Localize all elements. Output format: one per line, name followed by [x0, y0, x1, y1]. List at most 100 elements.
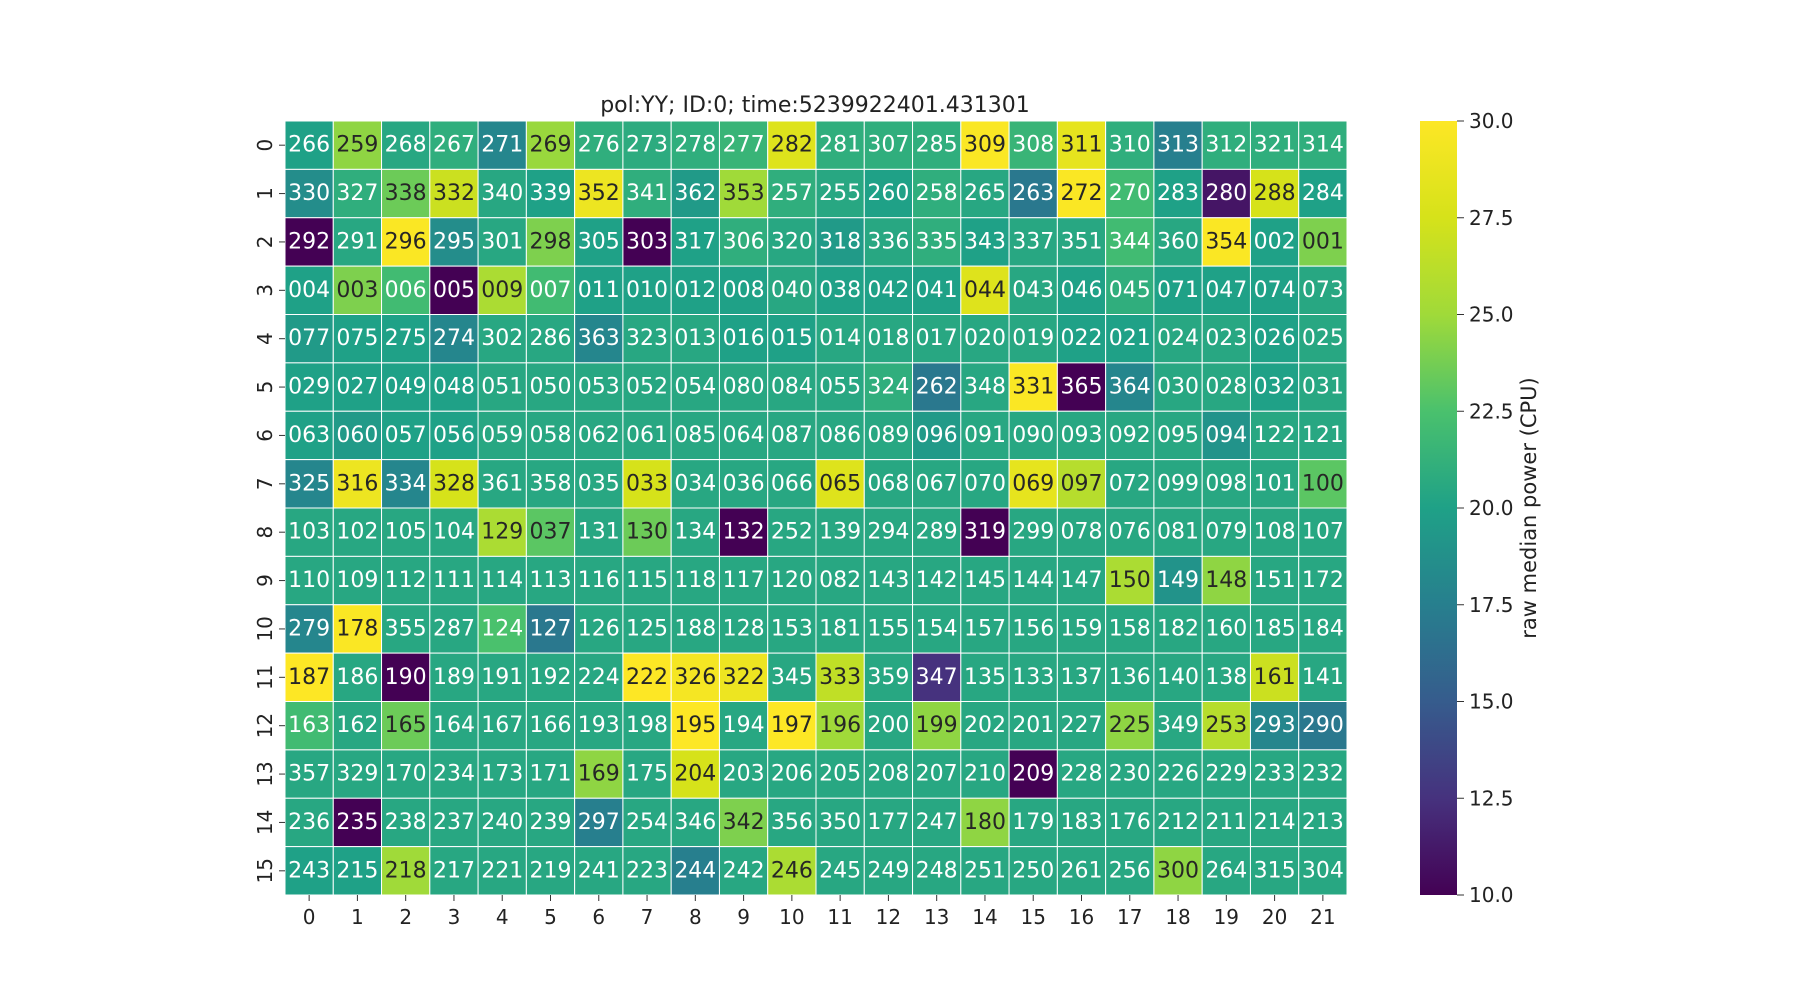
cell-label: 127: [530, 616, 572, 641]
heatmap-cell: [815, 120, 865, 170]
cell-label: 246: [771, 858, 813, 883]
heatmap-cell: [960, 507, 1010, 557]
cell-label: 213: [1302, 810, 1344, 835]
cell-label: 045: [1109, 278, 1151, 303]
cell-label: 017: [916, 326, 958, 351]
cell-label: 024: [1157, 326, 1199, 351]
cell-label: 122: [1254, 423, 1296, 448]
cell-label: 025: [1302, 326, 1344, 351]
cell-label: 176: [1109, 810, 1151, 835]
heatmap-cell: [429, 797, 479, 848]
heatmap-cell: [332, 459, 383, 509]
heatmap-cell: [1105, 362, 1155, 412]
heatmap-cell: [912, 362, 962, 412]
cell-label: 036: [723, 471, 765, 496]
cell-label: 165: [385, 713, 427, 738]
cell-label: 251: [964, 858, 1006, 883]
heatmap-cell: [718, 410, 769, 461]
cell-label: 258: [916, 181, 958, 206]
cell-label: 350: [819, 810, 861, 835]
heatmap-cell: [863, 410, 914, 461]
cell-label: 364: [1109, 375, 1151, 400]
heatmap-cell: [815, 507, 865, 557]
heatmap-cell: [574, 168, 624, 219]
heatmap-cell: [332, 217, 383, 267]
cell-label: 252: [771, 520, 813, 545]
heatmap-cell: [815, 362, 865, 412]
x-tick-label: 4: [496, 905, 509, 929]
heatmap-cell: [718, 652, 769, 702]
heatmap-cell: [332, 604, 383, 654]
x-tick-label: 7: [641, 905, 654, 929]
cell-label: 163: [288, 713, 330, 738]
heatmap-cell: [767, 265, 817, 315]
cell-label: 223: [626, 858, 668, 883]
heatmap-cell: [767, 749, 817, 799]
heatmap-cell: [1298, 555, 1348, 606]
heatmap-cell: [912, 846, 962, 896]
heatmap-cell: [1056, 217, 1107, 267]
cell-label: 218: [385, 858, 427, 883]
cell-label: 147: [1061, 568, 1103, 593]
cell-label: 311: [1061, 133, 1103, 158]
cell-label: 300: [1157, 858, 1199, 883]
cell-label: 179: [1012, 810, 1054, 835]
cell-label: 260: [867, 181, 909, 206]
y-tick-label: 10: [253, 616, 277, 641]
cell-label: 312: [1205, 133, 1247, 158]
heatmap-cell: [1201, 701, 1251, 751]
heatmap-cell: [381, 314, 431, 364]
cell-label: 360: [1157, 229, 1199, 254]
cell-label: 021: [1109, 326, 1151, 351]
cell-label: 065: [819, 471, 861, 496]
heatmap-cell: [574, 314, 624, 364]
x-tick-label: 2: [399, 905, 412, 929]
heatmap-cell: [477, 652, 527, 702]
heatmap-cell: [815, 314, 865, 364]
cell-label: 287: [433, 616, 475, 641]
cell-label: 295: [433, 229, 475, 254]
heatmap-cell: [525, 507, 576, 557]
cell-label: 328: [433, 471, 475, 496]
cell-label: 001: [1302, 229, 1344, 254]
cell-label: 275: [385, 326, 427, 351]
cell-label: 343: [964, 229, 1006, 254]
cell-label: 029: [288, 375, 330, 400]
heatmap-cell: [718, 265, 769, 315]
colorbar-tick-label: 20.0: [1469, 496, 1514, 520]
cell-label: 059: [481, 423, 523, 448]
cell-label: 175: [626, 762, 668, 787]
cell-label: 247: [916, 810, 958, 835]
cell-label: 307: [867, 133, 909, 158]
cell-label: 180: [964, 810, 1006, 835]
heatmap-cell: [912, 701, 962, 751]
heatmap-cell: [670, 652, 720, 702]
colorbar-tick-label: 30.0: [1469, 109, 1514, 133]
heatmap-cell: [1298, 265, 1348, 315]
heatmap-cell: [1153, 459, 1203, 509]
heatmap-cell: [718, 362, 769, 412]
cell-label: 209: [1012, 762, 1054, 787]
cell-label: 219: [530, 858, 572, 883]
cell-label: 210: [964, 762, 1006, 787]
cell-label: 309: [964, 133, 1006, 158]
cell-label: 099: [1157, 471, 1199, 496]
cell-label: 257: [771, 181, 813, 206]
cell-label: 120: [771, 568, 813, 593]
cell-label: 143: [867, 568, 909, 593]
cell-label: 310: [1109, 133, 1151, 158]
heatmap-cell: [912, 652, 962, 702]
cell-label: 171: [530, 762, 572, 787]
cell-label: 118: [674, 568, 716, 593]
cell-label: 331: [1012, 375, 1054, 400]
cell-label: 253: [1205, 713, 1247, 738]
heatmap-cell: [1056, 168, 1107, 219]
colorbar-label: raw median power (CPU): [1517, 377, 1541, 638]
heatmap-cell: [1056, 507, 1107, 557]
cell-label: 026: [1254, 326, 1296, 351]
x-tick-label: 20: [1262, 905, 1287, 929]
cell-label: 347: [916, 665, 958, 690]
cell-label: 084: [771, 375, 813, 400]
cell-label: 299: [1012, 520, 1054, 545]
heatmap-cell: [1249, 652, 1300, 702]
